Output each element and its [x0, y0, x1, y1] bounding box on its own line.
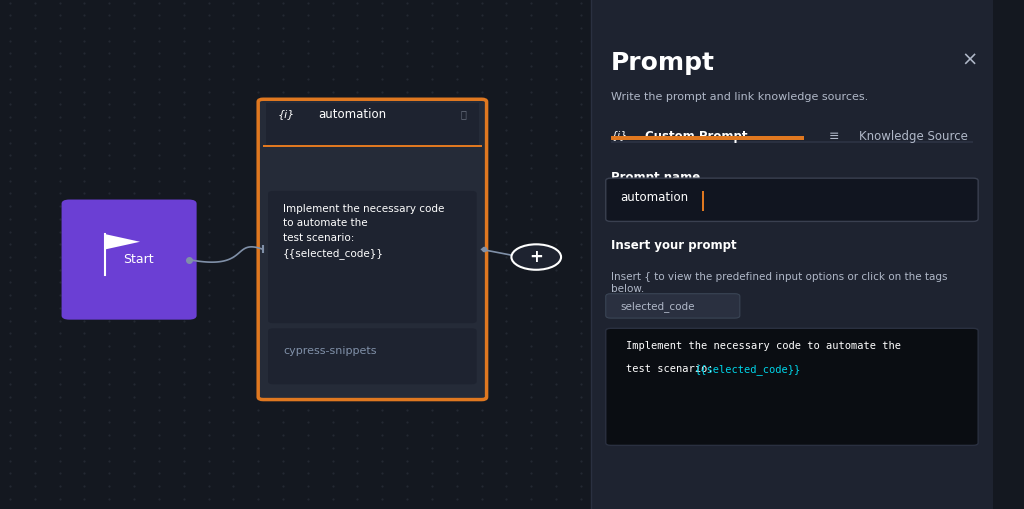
FancyBboxPatch shape [702, 191, 705, 211]
Text: ≡: ≡ [829, 130, 840, 143]
FancyBboxPatch shape [258, 99, 486, 400]
FancyBboxPatch shape [606, 328, 978, 445]
Text: Knowledge Source: Knowledge Source [859, 130, 968, 143]
FancyBboxPatch shape [61, 200, 197, 320]
Text: Insert { to view the predefined input options or click on the tags
below.: Insert { to view the predefined input op… [610, 272, 947, 294]
FancyBboxPatch shape [591, 0, 993, 509]
FancyBboxPatch shape [610, 136, 805, 140]
Circle shape [511, 244, 561, 270]
Text: Write the prompt and link knowledge sources.: Write the prompt and link knowledge sour… [610, 92, 868, 102]
Text: selected_code: selected_code [621, 301, 695, 312]
FancyBboxPatch shape [610, 141, 973, 143]
Text: automation: automation [317, 108, 386, 121]
FancyBboxPatch shape [268, 191, 476, 323]
Text: {{selected_code}}: {{selected_code}} [695, 364, 802, 375]
Text: test scenario:: test scenario: [626, 364, 732, 374]
FancyBboxPatch shape [268, 328, 476, 384]
Polygon shape [105, 234, 140, 249]
Text: cypress-snippets: cypress-snippets [283, 346, 377, 356]
Text: Prompt: Prompt [610, 51, 715, 75]
Text: Start: Start [123, 253, 154, 266]
Text: Implement the necessary code to automate the: Implement the necessary code to automate… [626, 341, 901, 351]
FancyBboxPatch shape [263, 145, 481, 147]
Text: Implement the necessary code
to automate the
test scenario:
{{selected_code}}: Implement the necessary code to automate… [283, 204, 444, 259]
FancyBboxPatch shape [606, 178, 978, 221]
Text: Insert your prompt: Insert your prompt [610, 239, 736, 252]
Text: 🗑: 🗑 [461, 109, 467, 120]
Text: Custom Prompt: Custom Prompt [645, 130, 748, 143]
Text: {i}: {i} [279, 109, 296, 120]
Text: +: + [529, 248, 543, 266]
FancyBboxPatch shape [266, 103, 478, 147]
Text: automation: automation [621, 191, 689, 204]
Text: {i}: {i} [610, 130, 628, 140]
FancyBboxPatch shape [606, 294, 739, 318]
Text: ×: × [962, 51, 978, 70]
Text: Prompt name: Prompt name [610, 171, 700, 184]
